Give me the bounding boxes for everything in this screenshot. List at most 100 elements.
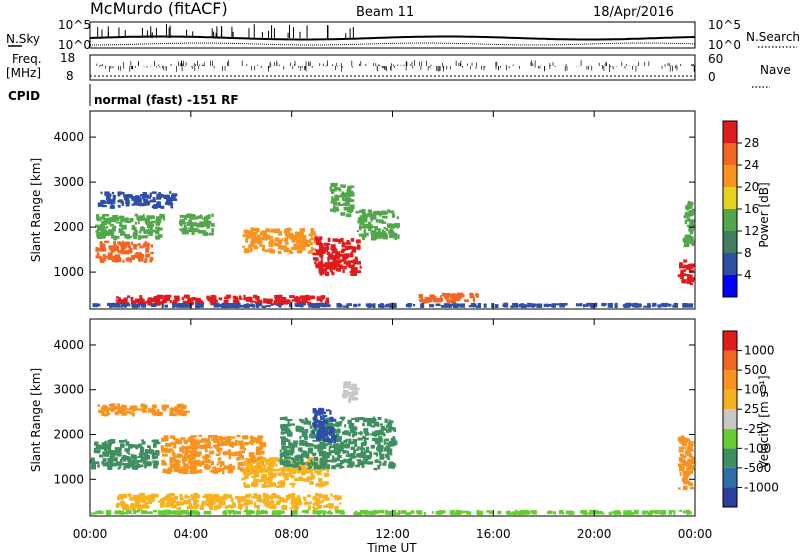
data-cell xyxy=(176,404,182,408)
data-cell xyxy=(243,297,249,301)
nave-tick-high: 60 xyxy=(708,52,723,66)
data-cell xyxy=(521,304,527,309)
data-cell xyxy=(436,298,442,303)
data-cell xyxy=(314,418,319,423)
data-cell xyxy=(390,511,396,515)
data-cell xyxy=(160,498,164,501)
data-cell xyxy=(279,452,286,457)
data-cell xyxy=(367,209,372,213)
data-cell xyxy=(302,234,307,240)
data-cell xyxy=(211,213,214,218)
data-cell xyxy=(343,261,347,265)
data-cell xyxy=(342,268,345,273)
data-cell xyxy=(182,459,186,465)
data-cell xyxy=(312,252,318,256)
data-cell xyxy=(162,216,166,221)
colorbar-segment xyxy=(723,448,737,468)
data-cell xyxy=(337,428,340,433)
data-cell xyxy=(322,459,326,464)
data-cell xyxy=(194,459,201,462)
data-cell xyxy=(317,434,322,438)
data-cell xyxy=(279,300,285,305)
data-cell xyxy=(158,441,161,444)
data-cell xyxy=(251,496,256,499)
nsky-trace xyxy=(89,24,696,46)
data-cell xyxy=(321,484,326,487)
data-cell xyxy=(247,510,253,514)
data-cell xyxy=(315,412,322,416)
data-cell xyxy=(351,383,357,389)
data-cell xyxy=(683,304,687,308)
data-cell xyxy=(300,419,305,424)
data-cell xyxy=(299,242,303,248)
data-cell xyxy=(149,449,154,454)
data-cell xyxy=(360,417,365,421)
data-cell xyxy=(161,404,167,410)
data-cell xyxy=(377,417,382,420)
data-cell xyxy=(192,496,197,501)
data-cell xyxy=(316,493,322,497)
data-cell xyxy=(355,211,360,214)
data-cell xyxy=(265,460,272,465)
data-cell xyxy=(353,426,358,431)
data-cell xyxy=(188,502,192,508)
data-cell xyxy=(627,510,632,515)
data-cell xyxy=(117,191,123,195)
data-cell xyxy=(332,443,339,448)
data-cell xyxy=(310,246,314,250)
data-cell xyxy=(354,386,357,390)
data-cell xyxy=(280,431,285,435)
data-cell xyxy=(158,500,164,503)
data-cell xyxy=(689,221,692,225)
data-cell xyxy=(679,472,682,476)
data-cell xyxy=(506,512,513,515)
data-cell xyxy=(289,472,293,477)
data-cell xyxy=(196,444,202,449)
data-cell xyxy=(634,509,639,515)
data-cell xyxy=(187,499,190,505)
data-cell xyxy=(104,219,110,224)
data-cell xyxy=(380,425,386,430)
data-cell xyxy=(119,493,125,499)
data-cell xyxy=(133,460,139,464)
data-cell xyxy=(106,197,110,201)
data-cell xyxy=(441,292,447,297)
data-cell xyxy=(681,466,685,470)
data-cell xyxy=(161,193,164,198)
data-cell xyxy=(271,505,277,509)
data-cell xyxy=(565,511,571,514)
data-cell xyxy=(126,195,131,198)
data-cell xyxy=(271,493,277,497)
data-cell xyxy=(279,303,282,308)
data-cell xyxy=(681,279,687,284)
data-cell xyxy=(354,439,357,443)
data-cell xyxy=(181,406,184,410)
data-cell xyxy=(282,446,286,451)
colorbar-tick-label: 20 xyxy=(744,180,759,194)
data-cell xyxy=(547,304,552,307)
data-cell xyxy=(184,410,190,413)
data-cell xyxy=(336,197,339,201)
data-cell xyxy=(120,219,124,223)
data-cell xyxy=(326,504,331,507)
data-cell xyxy=(357,244,360,249)
data-cell xyxy=(301,432,308,438)
data-cell xyxy=(299,447,303,453)
data-cell xyxy=(631,512,634,515)
data-cell xyxy=(290,442,297,445)
data-cell xyxy=(426,297,432,301)
data-cell xyxy=(453,293,458,299)
data-cell xyxy=(149,226,153,231)
data-cell xyxy=(126,301,129,305)
data-cell xyxy=(686,466,690,471)
data-cell xyxy=(284,237,289,243)
data-cell xyxy=(134,233,138,236)
data-cell xyxy=(319,430,322,435)
data-cell xyxy=(104,406,108,410)
data-cell xyxy=(362,423,365,427)
data-cell xyxy=(252,459,258,462)
data-cell xyxy=(386,448,393,452)
data-cell xyxy=(341,191,344,194)
data-cell xyxy=(255,494,262,499)
data-cell xyxy=(283,247,290,253)
